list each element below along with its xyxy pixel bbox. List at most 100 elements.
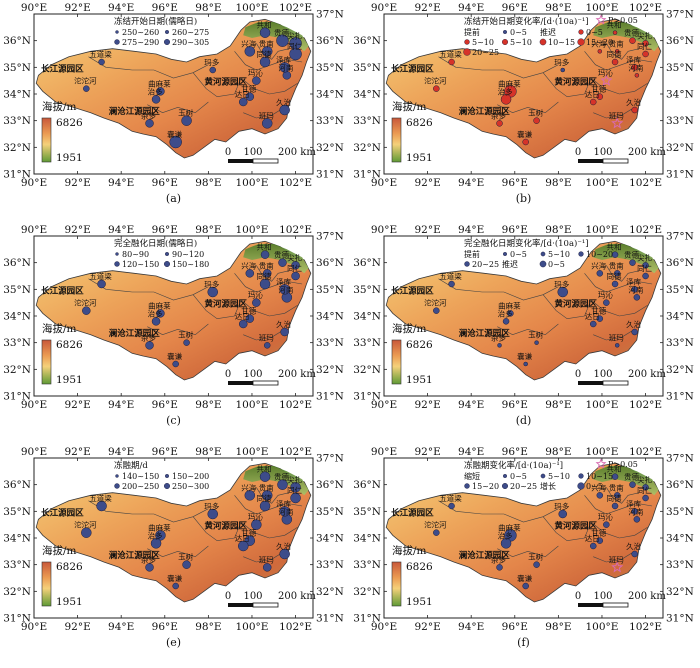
- station-name: 玛沁: [248, 290, 263, 300]
- lat-label-right: 32°N: [316, 364, 344, 376]
- lat-label-right: 33°N: [316, 559, 344, 571]
- station-name: 玛沁: [248, 512, 263, 522]
- legend-pvalue: P>0.05: [608, 16, 638, 25]
- station-marker: [523, 361, 528, 367]
- lat-label-right: 32°N: [316, 142, 344, 154]
- station-marker: [96, 500, 107, 512]
- county-boundary: [147, 323, 209, 336]
- station-name: 玉树: [178, 330, 193, 340]
- lat-label-left: 31°N: [3, 391, 31, 403]
- region-label: 黄河源园区: [555, 299, 598, 310]
- station-name: 久治: [276, 541, 291, 551]
- county-boundary: [542, 72, 592, 98]
- lat-label-left: 35°N: [353, 506, 381, 518]
- station-marker: [642, 272, 649, 280]
- station-marker: [279, 284, 290, 295]
- station-marker: [590, 542, 597, 550]
- elevation-max: 6826: [56, 339, 83, 351]
- legend-item: 20~25: [472, 260, 499, 269]
- lon-label-top: 102°E: [279, 224, 312, 236]
- station-marker: [182, 560, 191, 569]
- county-boundary: [584, 495, 653, 515]
- county-boundary: [240, 521, 298, 539]
- station-marker: [172, 360, 179, 368]
- legend-item: 0~5: [510, 28, 527, 37]
- station-marker: [207, 508, 218, 520]
- lat-label-right: 32°N: [666, 142, 694, 154]
- elevation-max: 6826: [406, 561, 433, 573]
- station-name: 沱沱河: [424, 298, 447, 308]
- county-boundary: [497, 545, 559, 558]
- station-name: 同仁: [637, 263, 652, 273]
- county-boundary: [240, 77, 298, 95]
- station-name: 甘德: [591, 84, 606, 94]
- lon-label-top: 90°E: [21, 224, 47, 236]
- station-marker: [448, 280, 455, 288]
- station-marker: [156, 87, 165, 96]
- station-name: 泽库: [276, 276, 291, 286]
- lat-label-right: 31°N: [666, 169, 694, 181]
- legend-marker: [502, 39, 509, 46]
- station-name: 甘德: [241, 528, 256, 538]
- lat-label-right: 36°N: [316, 35, 344, 47]
- legend-marker: [164, 251, 169, 256]
- station-marker: [613, 492, 621, 499]
- station-marker: [500, 538, 512, 549]
- station-name: 甘德: [591, 528, 606, 538]
- lat-label-left: 31°N: [3, 169, 31, 181]
- station-marker: [151, 95, 161, 104]
- station-name: 尖扎: [637, 30, 652, 40]
- legend-title: 冻融期/d: [114, 460, 148, 471]
- station-name: 囊谦: [167, 351, 182, 361]
- station-name: 杂多: [141, 110, 156, 120]
- scalebar-label: 100: [243, 147, 262, 158]
- lon-label-bottom: 96°E: [502, 177, 528, 189]
- legend-item: 200~250: [122, 482, 159, 491]
- legend-item: 提前: [464, 249, 480, 259]
- station-marker: [611, 473, 619, 480]
- station-name: 泽库: [626, 498, 641, 508]
- station-name: 兴海: [591, 482, 606, 492]
- station-name: 曲麻莱: [148, 78, 171, 88]
- county-boundary: [606, 487, 640, 504]
- station-marker: [279, 62, 290, 73]
- scalebar-black: [578, 381, 603, 385]
- station-marker: [279, 104, 290, 116]
- station-name: 囊谦: [517, 573, 532, 583]
- region-label: 澜沧江源园区: [459, 550, 511, 561]
- lon-label-top: 92°E: [414, 224, 440, 236]
- station-name: 治多: [498, 308, 513, 318]
- elevation-min: 1951: [406, 596, 433, 608]
- legend-item: 140~150: [122, 472, 159, 481]
- station-name: 尖扎: [637, 474, 652, 484]
- station-name: 玉树: [528, 330, 543, 340]
- legend-marker: [540, 473, 546, 479]
- legend-marker: [115, 30, 119, 34]
- legend-pvalue: P>0.05: [608, 460, 638, 469]
- lat-label-right: 34°N: [316, 89, 344, 101]
- station-name: 兴海: [591, 260, 606, 270]
- elevation-max: 6826: [406, 339, 433, 351]
- station-name: 贵南: [609, 260, 624, 270]
- scalebar-label: 200 km: [278, 147, 316, 158]
- lon-label-bottom: 92°E: [414, 399, 440, 411]
- station-name: 治多: [498, 530, 513, 540]
- lon-label-bottom: 94°E: [108, 399, 134, 411]
- lon-label-top: 94°E: [108, 2, 134, 14]
- station-star-marker: [611, 560, 624, 573]
- scalebar-label: 200 km: [628, 369, 666, 380]
- station-star-marker: [600, 74, 613, 86]
- station-marker: [558, 509, 567, 519]
- map-panel: 90°E 90°E 92°E 92°E 94°E 94°E 96°E 96°E 98°E 98°E…: [3, 446, 344, 649]
- station-marker: [500, 94, 512, 105]
- station-marker: [642, 484, 649, 491]
- lat-label-left: 35°N: [353, 284, 381, 296]
- lat-label-right: 34°N: [666, 533, 694, 545]
- station-marker: [596, 537, 604, 544]
- scalebar-label: 200 km: [628, 147, 666, 158]
- station-marker: [522, 582, 529, 590]
- station-marker: [642, 40, 649, 47]
- station-name: 兴海: [591, 38, 606, 48]
- station-name: 沱沱河: [424, 76, 447, 86]
- station-marker: [590, 320, 597, 328]
